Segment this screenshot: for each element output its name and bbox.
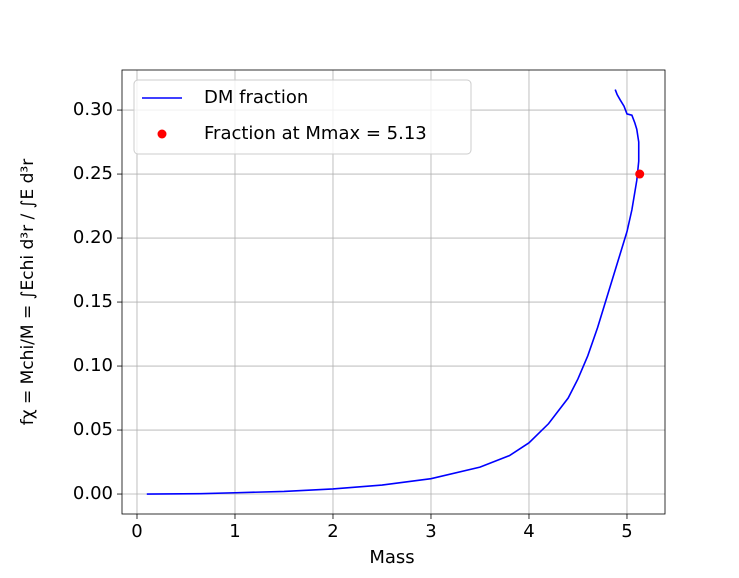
y-tick-label: 0.30 [73,99,113,120]
legend-label: DM fraction [204,87,308,108]
y-tick-label: 0.00 [73,483,113,504]
y-tick-label: 0.10 [73,355,113,376]
x-tick-label: 1 [229,521,240,542]
y-axis-label: fχ = Mchi/M = ∫Echi d³r / ∫E d³r [18,159,38,425]
x-tick-label: 5 [621,521,632,542]
legend-label: Fraction at Mmax = 5.13 [204,123,427,144]
x-tick-label: 0 [131,521,142,542]
legend-box [133,79,472,155]
x-axis-label: Mass [369,547,414,568]
y-tick-label: 0.20 [73,227,113,248]
y-tick-label: 0.05 [73,419,113,440]
data-line [146,89,640,495]
x-tick-label: 2 [327,521,338,542]
x-tick-label: 3 [425,521,436,542]
legend-swatch [157,129,167,139]
y-tick-label: 0.25 [73,163,113,184]
data-point [635,169,645,179]
plot-frame [121,69,666,515]
y-tick-label: 0.15 [73,291,113,312]
x-tick-label: 4 [523,521,534,542]
